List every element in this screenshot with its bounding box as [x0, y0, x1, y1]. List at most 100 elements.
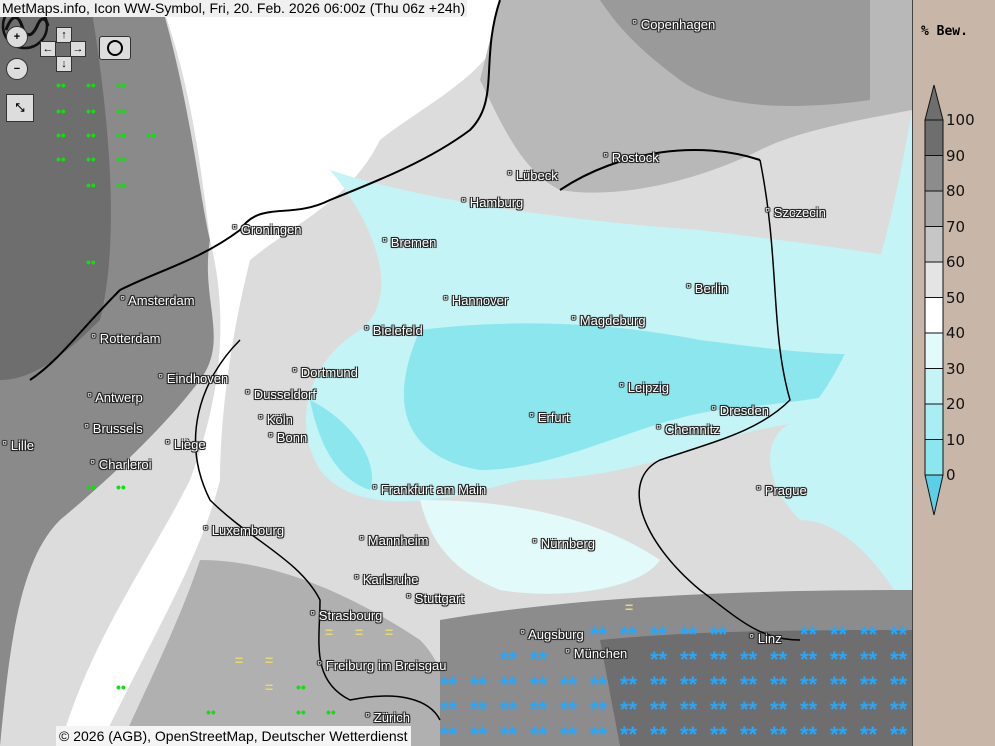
drizzle-symbol: •• [56, 151, 66, 167]
snow-symbol: ** [500, 672, 518, 697]
city-label: ° Dusseldorf [245, 387, 316, 402]
snow-symbol: ** [710, 672, 728, 697]
city-label: ° Antwerp [87, 390, 143, 405]
snow-symbol: ** [710, 647, 728, 672]
weather-map[interactable]: •• •• •• •• •• •• •• •• •• •• •• •• •• •• •• •• •• •• •• ••… [0, 0, 912, 746]
snow-symbol: ** [590, 697, 608, 722]
snow-symbol: ** [740, 722, 758, 746]
camera-icon[interactable] [99, 36, 131, 60]
city-label: ° Mannheim [359, 533, 429, 548]
drizzle-symbol: •• [116, 479, 126, 495]
snow-symbol: ** [620, 697, 638, 722]
drizzle-symbol: •• [86, 103, 96, 119]
city-label: ° Berlin [686, 281, 729, 296]
drizzle-symbol: •• [86, 479, 96, 495]
legend-swatch [924, 190, 944, 227]
snow-symbol: ** [620, 672, 638, 697]
snow-symbol: ** [890, 647, 908, 672]
city-label: ° Groningen [232, 222, 302, 237]
legend-arrow-top [924, 84, 944, 121]
city-label: ° Strasbourg [310, 608, 383, 623]
snow-symbol: ** [680, 622, 698, 647]
snow-symbol: ** [500, 697, 518, 722]
map-title: MetMaps.info, Icon WW-Symbol, Fri, 20. F… [0, 0, 468, 17]
legend-colorbar [924, 84, 944, 516]
legend-swatch [924, 332, 944, 369]
drizzle-symbol: •• [86, 151, 96, 167]
snow-symbol: ** [650, 697, 668, 722]
snow-symbol: ** [530, 722, 548, 746]
drizzle-symbol: •• [86, 177, 96, 193]
snow-symbol: ** [590, 672, 608, 697]
snow-symbol: ** [830, 622, 848, 647]
city-label: ° Amsterdam [120, 293, 195, 308]
city-label: ° Erfurt [529, 410, 570, 425]
city-label: ° Brussels [84, 421, 143, 436]
legend-tick: 90 [946, 146, 966, 165]
pan-down-button[interactable]: ↓ [56, 56, 72, 72]
drizzle-symbol: •• [146, 127, 156, 143]
snow-symbol: ** [560, 697, 578, 722]
snow-symbol: ** [650, 647, 668, 672]
legend-swatch [924, 297, 944, 334]
snow-symbol: ** [500, 647, 518, 672]
fog-symbol: = [385, 624, 394, 640]
fullscreen-icon[interactable]: ⤡ [6, 94, 34, 122]
snow-symbol: ** [830, 672, 848, 697]
drizzle-symbol: •• [296, 679, 306, 695]
legend-swatch [924, 226, 944, 263]
fog-symbol: = [325, 624, 334, 640]
city-label: ° Zürich [365, 710, 410, 725]
drizzle-symbol: •• [86, 127, 96, 143]
snow-symbol: ** [890, 622, 908, 647]
snow-symbol: ** [740, 672, 758, 697]
drizzle-symbol: •• [116, 103, 126, 119]
legend-swatch [924, 439, 944, 476]
snow-symbol: ** [770, 722, 788, 746]
snow-symbol: ** [860, 697, 878, 722]
city-label: ° Bielefeld [364, 323, 423, 338]
pan-right-button[interactable]: → [70, 41, 86, 57]
snow-symbol: ** [530, 672, 548, 697]
snow-symbol: ** [890, 697, 908, 722]
snow-symbol: ** [650, 722, 668, 746]
snow-symbol: ** [680, 647, 698, 672]
snow-symbol: ** [560, 722, 578, 746]
city-label: ° Rostock [603, 150, 659, 165]
city-label: ° Prague [756, 483, 807, 498]
pan-up-button[interactable]: ↑ [56, 27, 72, 43]
snow-symbol: ** [800, 672, 818, 697]
legend-swatch [924, 155, 944, 192]
snow-symbol: ** [710, 722, 728, 746]
snow-symbol: ** [740, 647, 758, 672]
legend-swatch [924, 119, 944, 156]
legend-tick: 0 [946, 466, 956, 484]
snow-symbol: ** [860, 672, 878, 697]
snow-symbol: ** [680, 697, 698, 722]
snow-symbol: ** [470, 697, 488, 722]
city-label: ° Bonn [268, 430, 308, 445]
snow-symbol: ** [530, 647, 548, 672]
legend-tick: 40 [946, 324, 966, 342]
city-label: ° Szczecin [765, 205, 826, 220]
snow-symbol: ** [890, 722, 908, 746]
pan-left-button[interactable]: ← [40, 41, 56, 57]
snow-symbol: ** [590, 622, 608, 647]
snow-symbol: ** [620, 722, 638, 746]
snow-symbol: ** [800, 722, 818, 746]
city-label: ° Leipzig [619, 380, 670, 395]
zoom-out-icon[interactable]: − [6, 58, 28, 80]
zoom-in-icon[interactable]: + [6, 26, 28, 48]
drizzle-symbol: •• [116, 127, 126, 143]
snow-symbol: ** [440, 672, 458, 697]
drizzle-symbol: •• [296, 704, 306, 720]
snow-symbol: ** [860, 647, 878, 672]
snow-symbol: ** [680, 722, 698, 746]
city-label: ° Dortmund [292, 365, 358, 380]
legend-tick: 30 [946, 359, 966, 378]
city-label: ° Eindhoven [158, 371, 229, 386]
snow-symbol: ** [650, 672, 668, 697]
drizzle-symbol: •• [56, 127, 66, 143]
snow-symbol: ** [650, 622, 668, 647]
snow-symbol: ** [860, 722, 878, 746]
